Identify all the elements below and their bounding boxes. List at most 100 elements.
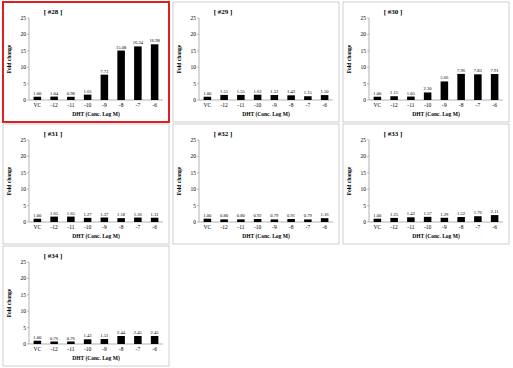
title: [ #33 ] — [384, 130, 403, 138]
y-tick-label: 15 — [361, 170, 367, 176]
bar — [441, 218, 449, 222]
x-tick-label: VC — [374, 224, 382, 230]
x-tick-label: -8 — [119, 224, 124, 230]
y-label: Fold change — [346, 44, 352, 73]
bar — [407, 97, 415, 100]
data-label: 1.65 — [50, 211, 59, 216]
x-tick-label: -6 — [322, 102, 327, 108]
bar — [151, 44, 159, 100]
x-tick-label: -9 — [442, 102, 447, 108]
bar — [424, 217, 432, 222]
data-label: 1.00 — [373, 91, 382, 96]
data-label: 1.16 — [321, 212, 330, 217]
x-tick-label: -9 — [442, 224, 447, 230]
y-label: Fold change — [6, 288, 12, 317]
bar — [474, 74, 482, 100]
data-label: 2.30 — [424, 86, 433, 91]
title: [ #29 ] — [214, 8, 233, 16]
bar — [271, 219, 279, 222]
bar — [271, 95, 279, 100]
panel-frame — [3, 124, 169, 244]
data-label: 15.08 — [116, 45, 127, 50]
title: [ #34 ] — [44, 252, 63, 260]
bar — [67, 97, 75, 100]
bar — [491, 74, 499, 100]
y-tick-label: 0 — [193, 97, 196, 103]
x-axis — [369, 222, 503, 223]
bar — [220, 95, 228, 100]
bar — [457, 74, 465, 100]
data-label: 1.18 — [117, 212, 126, 217]
data-label: 1.52 — [270, 89, 279, 94]
data-label: 1.00 — [33, 213, 42, 218]
y-tick-label: 10 — [191, 186, 197, 192]
panel: [ #31 ]Fold change0510152025VC1.00-121.6… — [3, 124, 169, 244]
bar — [407, 217, 415, 222]
bar — [390, 218, 398, 222]
data-label: 2.45 — [134, 330, 143, 335]
x-tick-label: -7 — [306, 224, 311, 230]
x-tick-label: -10 — [84, 346, 92, 352]
bar — [254, 95, 262, 100]
y-label: Fold change — [176, 44, 182, 73]
data-label: 16.98 — [149, 38, 160, 43]
x-tick-label: -9 — [102, 346, 107, 352]
x-tick-label: -6 — [492, 102, 497, 108]
x-label: DHT (Conc. Log M) — [412, 111, 460, 118]
data-label: 1.43 — [407, 211, 416, 216]
x-tick-label: -10 — [84, 102, 92, 108]
bar — [117, 336, 125, 344]
bar — [101, 339, 109, 344]
data-label: 0.80 — [237, 213, 246, 218]
y-tick-label: 20 — [191, 31, 197, 37]
x-axis — [29, 344, 163, 345]
x-label: DHT (Conc. Log M) — [242, 233, 290, 240]
data-label: 2.44 — [117, 330, 126, 335]
data-label: 0.79 — [304, 213, 313, 218]
data-label: 1.62 — [254, 89, 263, 94]
y-tick-label: 0 — [23, 97, 26, 103]
y-tick-label: 0 — [23, 219, 26, 225]
data-label: 1.37 — [100, 212, 109, 217]
bar — [134, 46, 142, 100]
x-tick-label: -7 — [476, 102, 481, 108]
y-tick-label: 25 — [361, 137, 367, 143]
y-label: Fold change — [6, 166, 12, 195]
x-tick-label: -11 — [407, 102, 414, 108]
data-label: 1.04 — [50, 91, 59, 96]
y-tick-label: 5 — [23, 325, 26, 331]
x-tick-label: VC — [374, 102, 382, 108]
panel-frame — [173, 2, 339, 122]
x-tick-label: -12 — [390, 224, 398, 230]
x-axis — [199, 100, 333, 101]
x-tick-label: -12 — [220, 102, 228, 108]
y-tick-label: 15 — [191, 170, 197, 176]
x-tick-label: -9 — [102, 224, 107, 230]
bars — [204, 95, 329, 100]
y-tick-label: 20 — [21, 275, 27, 281]
y-tick-label: 5 — [193, 203, 196, 209]
x-label: DHT (Conc. Log M) — [72, 233, 120, 240]
bar — [441, 81, 449, 100]
bar — [134, 218, 142, 222]
bar — [321, 95, 329, 100]
x-axis — [369, 100, 503, 101]
bar — [287, 219, 295, 222]
bar — [151, 336, 159, 344]
data-label: 0.98 — [67, 91, 76, 96]
data-label: 1.50 — [321, 89, 330, 94]
x-tick-label: -6 — [152, 346, 157, 352]
bar — [50, 217, 58, 222]
bars — [204, 218, 329, 222]
data-label: 1.00 — [203, 213, 212, 218]
y-tick-label: 20 — [191, 153, 197, 159]
bar — [134, 336, 142, 344]
bar — [84, 218, 92, 222]
bar — [287, 95, 295, 100]
x-tick-label: VC — [204, 102, 212, 108]
data-label: 1.15 — [304, 90, 313, 95]
y-axis — [29, 140, 30, 222]
y-tick-label: 20 — [361, 31, 367, 37]
panel-frame — [343, 2, 509, 122]
y-axis — [369, 140, 370, 222]
